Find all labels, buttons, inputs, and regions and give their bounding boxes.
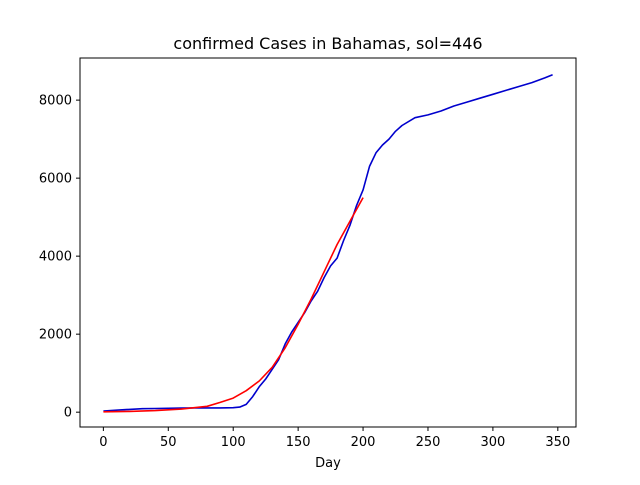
y-tick-label: 6000 (39, 172, 72, 187)
x-tick-label: 100 (221, 435, 246, 450)
series-line-0 (103, 74, 553, 412)
x-tick-label: 0 (99, 435, 107, 450)
x-tick-label: 250 (416, 435, 441, 450)
y-tick-label: 0 (64, 406, 72, 421)
series-lines (103, 74, 553, 413)
x-tick-label: 300 (480, 435, 505, 450)
y-tick-label: 2000 (39, 328, 72, 343)
plot-area-frame (79, 57, 577, 428)
y-tick-label: 8000 (39, 94, 72, 109)
series-line-1 (103, 197, 364, 413)
chart-title: confirmed Cases in Bahamas, sol=446 (173, 34, 482, 53)
x-tick-label: 50 (160, 435, 177, 450)
x-tick-label: 350 (545, 435, 570, 450)
y-axis: 0 2000 4000 6000 8000 (39, 94, 80, 421)
y-tick-label: 4000 (39, 250, 72, 265)
x-axis-label: Day (315, 456, 341, 471)
x-tick-label: 200 (351, 435, 376, 450)
x-axis: 0 50 100 150 200 250 300 350 (99, 427, 570, 450)
x-tick-label: 150 (286, 435, 311, 450)
